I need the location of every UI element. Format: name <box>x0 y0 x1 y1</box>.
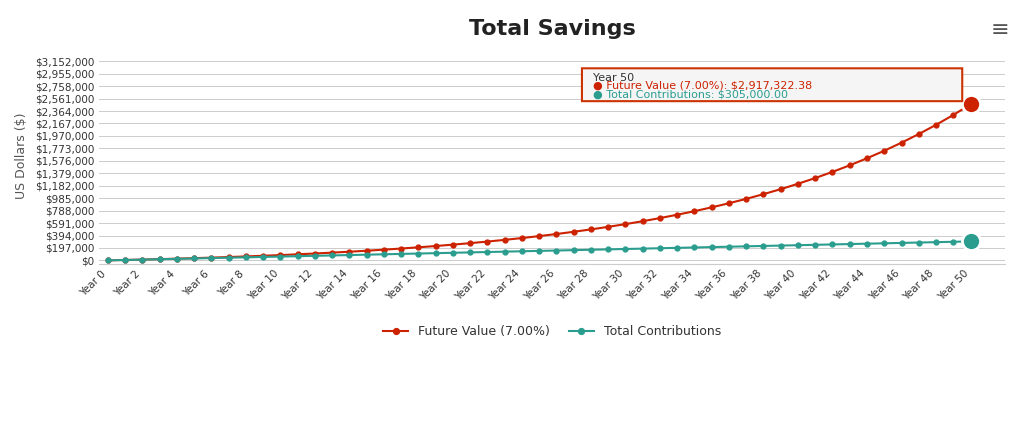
Title: Total Savings: Total Savings <box>469 19 636 39</box>
Line: Total Contributions: Total Contributions <box>105 239 973 263</box>
Legend: Future Value (7.00%), Total Contributions: Future Value (7.00%), Total Contribution… <box>378 320 726 343</box>
Line: Future Value (7.00%): Future Value (7.00%) <box>105 102 973 263</box>
Future Value (7.00%) <box>360 248 373 253</box>
Future Value (7.00%) <box>723 201 735 206</box>
Future Value (7.00%) <box>101 258 114 263</box>
Total Contributions <box>965 239 977 244</box>
Text: ● Future Value (7.00%): $2,917,322.38: ● Future Value (7.00%): $2,917,322.38 <box>593 81 812 91</box>
Total Contributions <box>360 252 373 257</box>
Y-axis label: US Dollars ($): US Dollars ($) <box>15 113 28 199</box>
Total Contributions <box>101 258 114 263</box>
Text: ≡: ≡ <box>991 20 1010 40</box>
Total Contributions <box>947 239 959 244</box>
Total Contributions <box>378 251 390 257</box>
Future Value (7.00%) <box>671 212 683 218</box>
Future Value (7.00%) <box>947 112 959 117</box>
Future Value (7.00%) <box>292 251 304 257</box>
FancyBboxPatch shape <box>582 68 963 101</box>
Total Contributions <box>723 244 735 249</box>
Future Value (7.00%) <box>378 247 390 252</box>
Text: ● Total Contributions: $305,000.00: ● Total Contributions: $305,000.00 <box>593 90 787 100</box>
Future Value (7.00%) <box>965 102 977 107</box>
Text: Year 50: Year 50 <box>593 73 634 83</box>
Total Contributions <box>671 245 683 251</box>
Total Contributions <box>292 254 304 259</box>
